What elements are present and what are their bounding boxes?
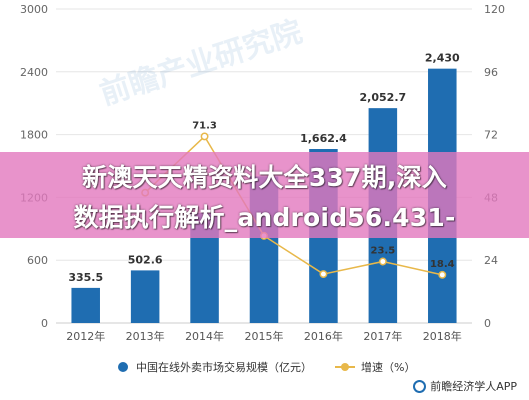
y-left-tick-label: 0 — [41, 317, 48, 330]
overlay-banner: 新澳天天精资料大全337期,深入 数据执行解析_android56.431- — [0, 152, 529, 238]
y-right-tick-label: 96 — [484, 66, 498, 79]
x-tick-label: 2013年 — [126, 329, 165, 343]
brand-logo-icon — [413, 379, 427, 393]
watermark-bottom: 前瞻经济学人APP — [413, 378, 517, 394]
legend-line-label: 增速（%） — [361, 361, 416, 374]
watermark-bottom-text: 前瞻经济学人APP — [430, 380, 517, 393]
bar-data-label: 335.5 — [68, 271, 103, 284]
bar-data-label: 502.6 — [128, 253, 163, 266]
x-tick-label: 2017年 — [363, 329, 402, 343]
x-tick-label: 2018年 — [423, 329, 462, 343]
bar-data-label: 2,052.7 — [360, 91, 407, 104]
y-right-tick-label: 72 — [484, 129, 498, 142]
legend-line-swatch — [335, 362, 355, 372]
y-right-tick-label: 0 — [484, 317, 491, 330]
bar-data-label: 1,662.4 — [300, 132, 347, 145]
legend-item-bar[interactable]: 中国在线外卖市场交易规模（亿元） — [118, 358, 312, 376]
growth-point — [438, 270, 447, 279]
y-right-tick-label: 120 — [484, 3, 505, 16]
line-data-label: 71.3 — [192, 120, 217, 131]
bar — [71, 287, 100, 323]
y-right-tick-label: 24 — [484, 254, 498, 267]
x-tick-label: 2015年 — [245, 329, 284, 343]
bar — [130, 270, 160, 323]
growth-point — [378, 257, 387, 266]
overlay-line-1: 新澳天天精资料大全337期,深入 — [82, 163, 447, 192]
y-left-tick-label: 3000 — [20, 3, 48, 16]
x-tick-label: 2016年 — [304, 329, 343, 343]
growth-line — [144, 135, 443, 276]
legend-item-line[interactable]: 增速（%） — [335, 358, 415, 376]
bar-data-label: 2,430 — [425, 52, 460, 65]
y-left-tick-label: 2400 — [20, 66, 48, 79]
line-data-label: 23.5 — [371, 246, 396, 257]
x-tick-label: 2012年 — [66, 329, 105, 343]
legend-bar-label: 中国在线外卖市场交易规模（亿元） — [136, 361, 312, 374]
legend-bar-swatch — [118, 362, 128, 372]
growth-point — [319, 270, 328, 279]
line-data-label: 18.4 — [430, 259, 455, 270]
growth-point — [200, 132, 209, 141]
x-tick-label: 2014年 — [185, 329, 224, 343]
y-left-tick-label: 600 — [27, 254, 48, 267]
overlay-line-2: 数据执行解析_android56.431- — [73, 203, 456, 232]
y-left-tick-label: 1800 — [20, 129, 48, 142]
